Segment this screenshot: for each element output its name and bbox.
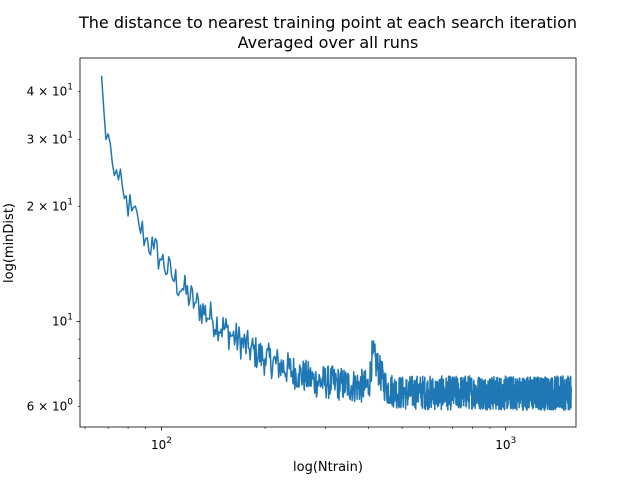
x-tick-label: 102 bbox=[151, 436, 172, 452]
y-tick-label: 3 × 101 bbox=[27, 130, 73, 146]
y-tick-label: 2 × 101 bbox=[27, 198, 73, 214]
chart-title: The distance to nearest training point a… bbox=[78, 13, 577, 32]
x-tick-label: 103 bbox=[495, 436, 516, 452]
x-axis: 102 103 bbox=[84, 427, 516, 452]
y-axis-label: log(minDist) bbox=[2, 203, 17, 283]
chart-subtitle: Averaged over all runs bbox=[238, 33, 419, 52]
y-tick-label: 101 bbox=[52, 313, 73, 329]
x-axis-label: log(Ntrain) bbox=[293, 460, 363, 475]
y-tick-label: 6 × 100 bbox=[27, 397, 74, 413]
y-tick-label: 4 × 101 bbox=[27, 83, 73, 99]
plot-area bbox=[100, 75, 572, 412]
y-axis: 6 × 100 101 2 × 101 3 × 101 4 × 101 bbox=[27, 83, 80, 413]
series-line bbox=[100, 75, 572, 412]
axes-frame bbox=[79, 57, 577, 428]
